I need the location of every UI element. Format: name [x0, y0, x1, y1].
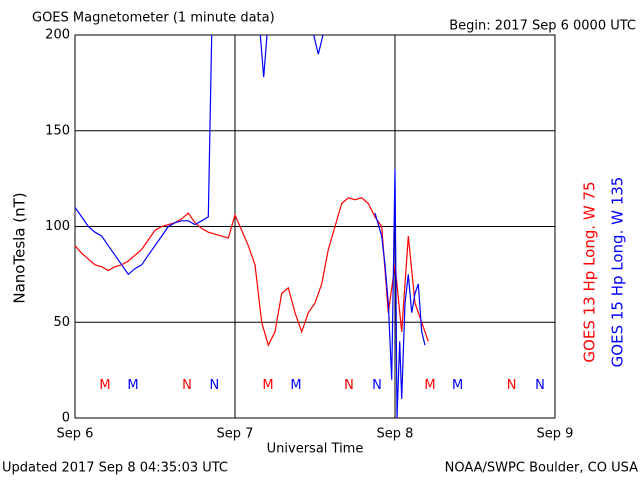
annotation: M	[99, 378, 110, 393]
plot-frame	[74, 34, 556, 419]
annotation: N	[344, 378, 354, 393]
annotation: N	[209, 378, 219, 393]
x-tick-label: Sep 9	[537, 427, 574, 442]
legend-label: GOES 15 Hp Long. W 135	[609, 177, 627, 368]
footer-left: Updated 2017 Sep 8 04:35:03 UTC	[2, 461, 228, 476]
x-tick-label: Sep 8	[377, 427, 414, 442]
annotation: N	[507, 378, 517, 393]
legend-label: GOES 13 Hp Long. W 75	[581, 181, 599, 362]
y-axis-label: NanoTesla (nT)	[11, 192, 29, 303]
annotation: M	[290, 378, 301, 393]
y-tick-label: 50	[53, 315, 70, 330]
annotation: M	[424, 378, 435, 393]
chart-subtitle: Begin: 2017 Sep 6 0000 UTC	[449, 19, 636, 34]
plot-area	[75, 35, 429, 418]
annotation: M	[262, 378, 273, 393]
chart-title: GOES Magnetometer (1 minute data)	[32, 11, 275, 26]
annotation: M	[127, 378, 138, 393]
x-tick-label: Sep 6	[57, 427, 94, 442]
y-tick-label: 0	[62, 411, 70, 426]
y-tick-label: 200	[45, 28, 70, 43]
footer-right: NOAA/SWPC Boulder, CO USA	[445, 461, 638, 476]
annotation: N	[182, 378, 192, 393]
annotation: M	[452, 378, 463, 393]
x-axis-label: Universal Time	[267, 442, 364, 457]
y-tick-label: 100	[45, 219, 70, 234]
annotation: N	[535, 378, 545, 393]
x-tick-label: Sep 7	[217, 427, 254, 442]
series-line	[75, 197, 429, 347]
series-line	[75, 35, 426, 418]
y-tick-label: 150	[45, 123, 70, 138]
annotation: N	[372, 378, 382, 393]
